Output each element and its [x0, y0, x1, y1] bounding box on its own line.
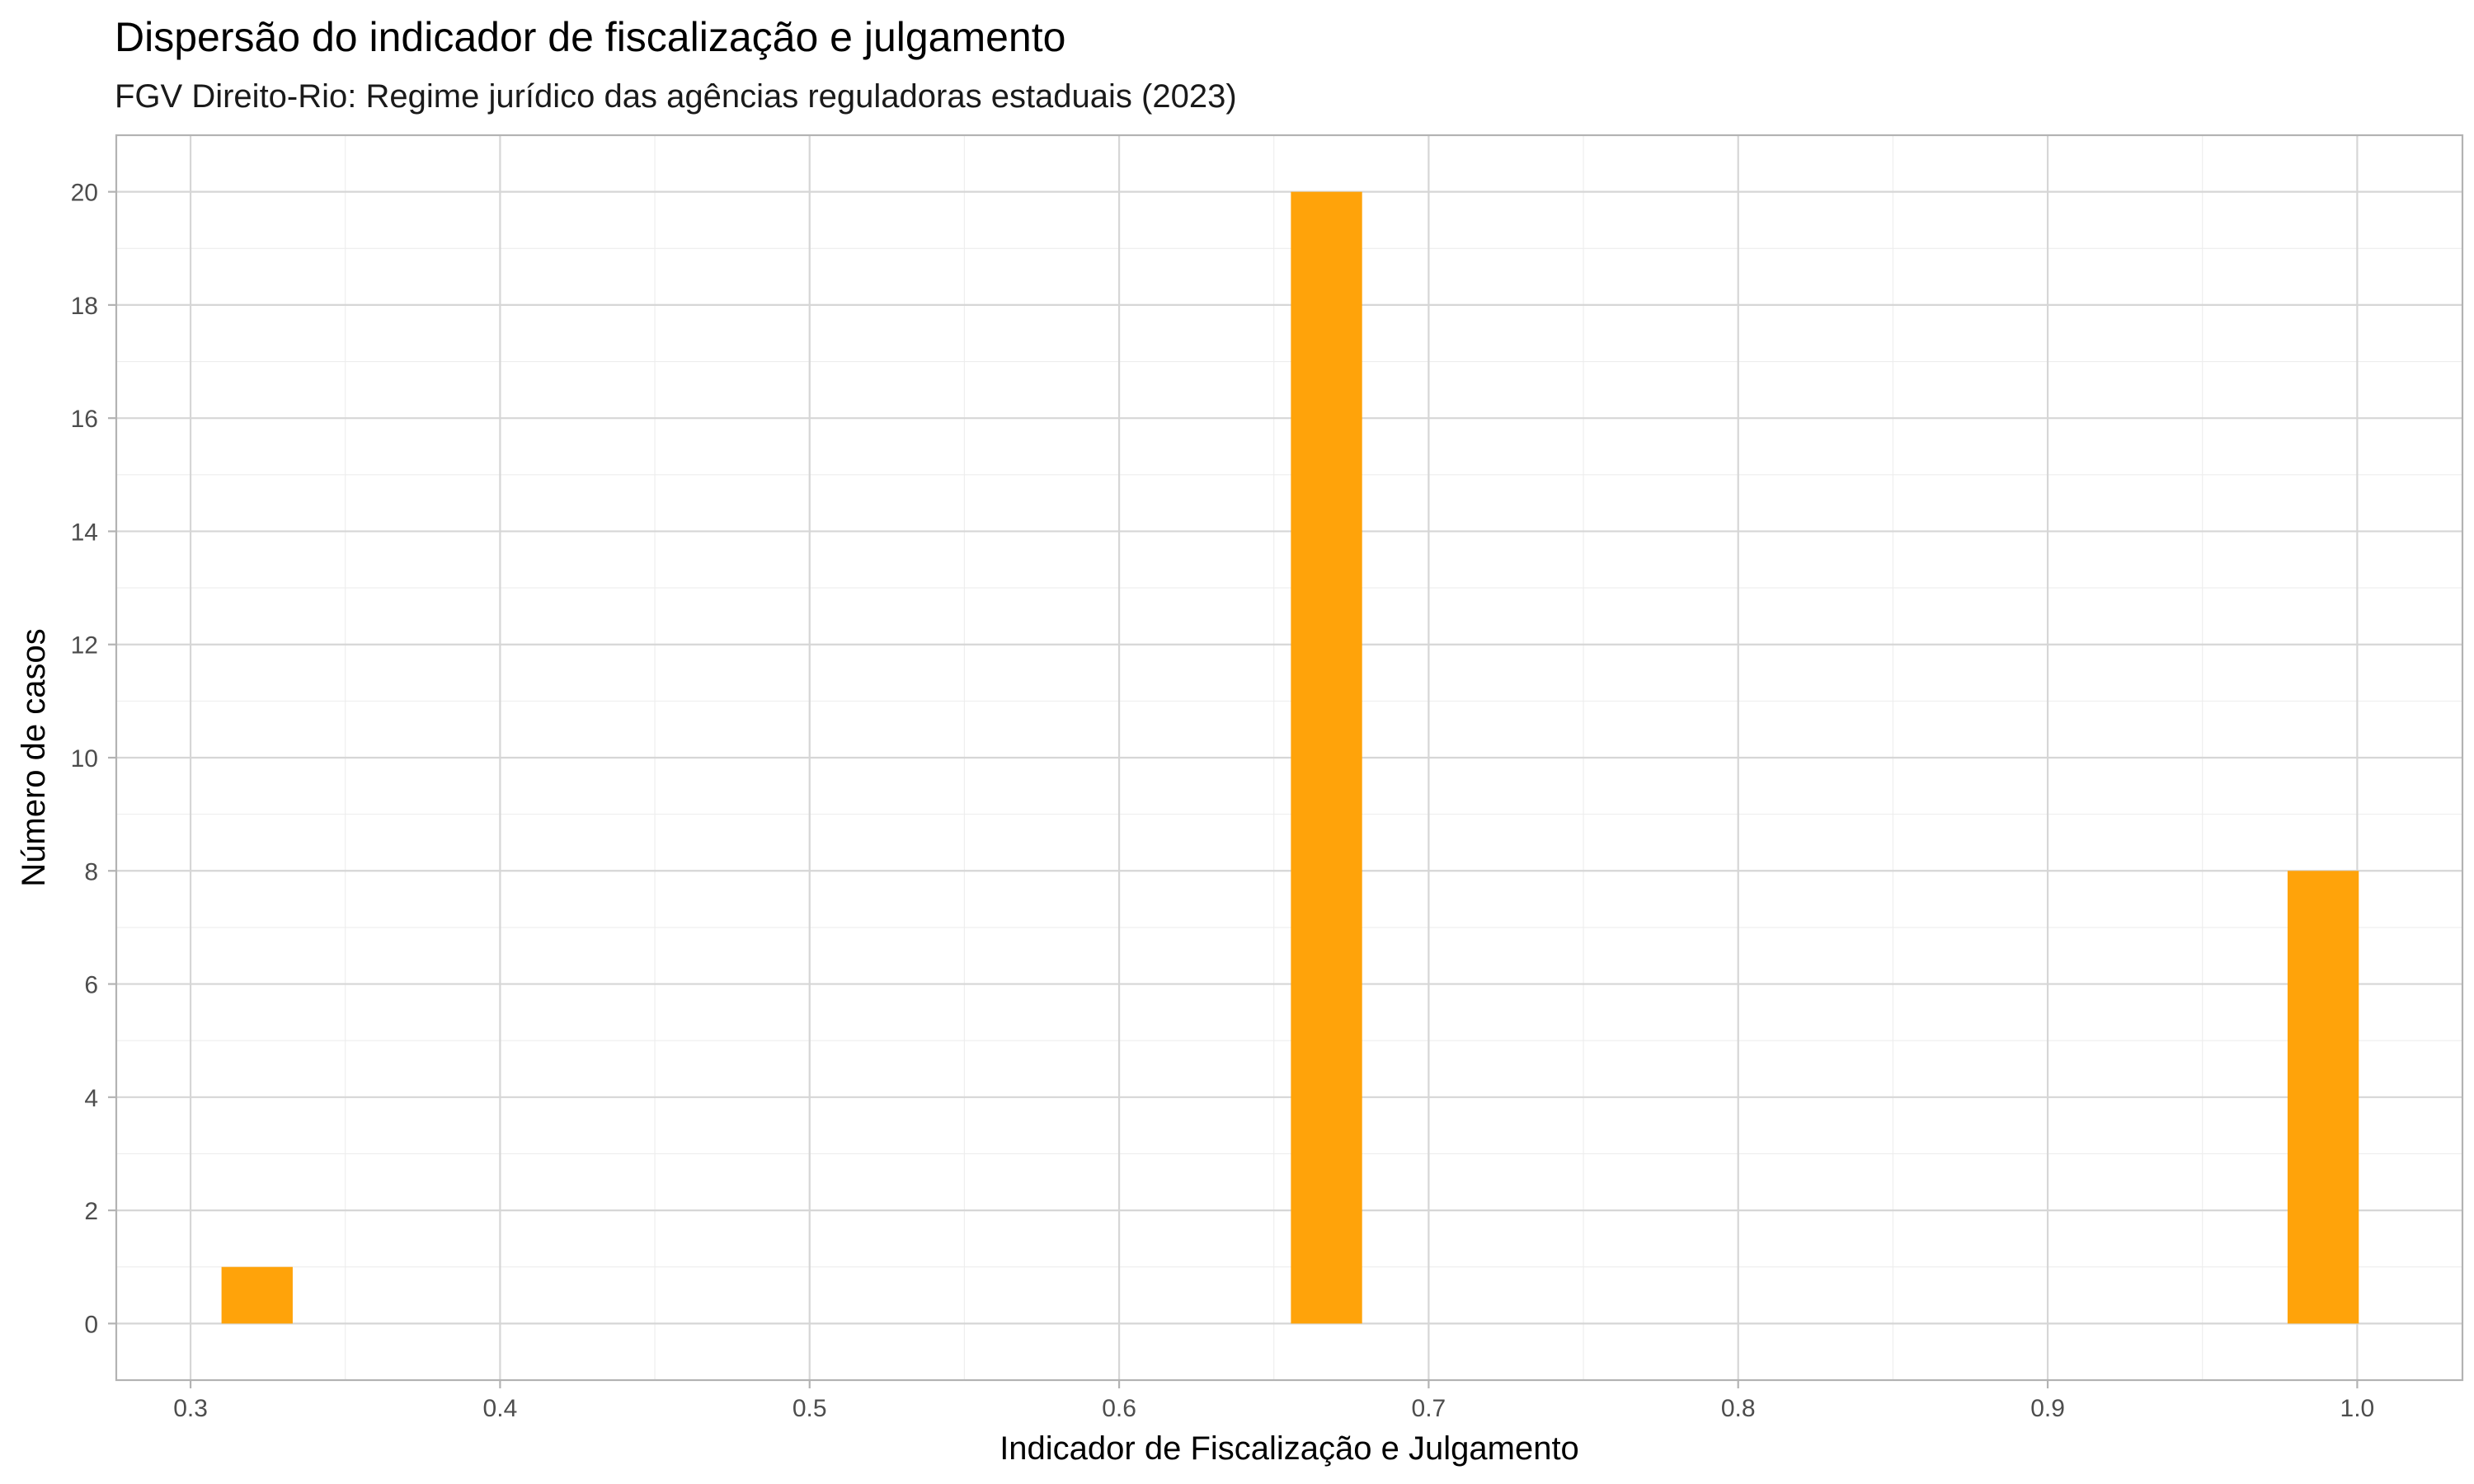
x-tick-label: 0.9 [2030, 1395, 2065, 1422]
histogram-bar [1291, 191, 1362, 1324]
y-tick-label: 0 [84, 1311, 98, 1338]
histogram-bar [2287, 871, 2359, 1324]
y-tick-label: 16 [71, 406, 98, 433]
x-tick-label: 0.4 [483, 1395, 518, 1422]
bars [221, 191, 2359, 1324]
y-tick-label: 18 [71, 293, 98, 320]
x-tick-label: 0.5 [793, 1395, 827, 1422]
chart-title: Dispersão do indicador de fiscalização e… [115, 14, 1065, 60]
y-tick-label: 8 [84, 858, 98, 885]
y-axis-title: Número de casos [16, 628, 52, 886]
x-tick-label: 0.6 [1102, 1395, 1136, 1422]
y-axis: 0 2 4 6 8 10 12 14 16 18 20 [71, 180, 116, 1338]
y-tick-label: 10 [71, 745, 98, 773]
x-tick-label: 0.7 [1412, 1395, 1446, 1422]
y-tick-label: 12 [71, 632, 98, 660]
x-tick-label: 0.3 [173, 1395, 208, 1422]
x-axis-title: Indicador de Fiscalização e Julgamento [999, 1430, 1579, 1467]
grid-lines [116, 135, 2462, 1381]
x-tick-label: 1.0 [2340, 1395, 2375, 1422]
x-tick-label: 0.8 [1721, 1395, 1756, 1422]
y-tick-label: 2 [84, 1198, 98, 1225]
chart-subtitle: FGV Direito-Rio: Regime jurídico das agê… [115, 78, 1237, 115]
x-axis: 0.3 0.4 0.5 0.6 0.7 0.8 0.9 1.0 [173, 1380, 2374, 1422]
y-tick-label: 14 [71, 519, 98, 546]
y-tick-label: 4 [84, 1085, 98, 1112]
y-tick-label: 6 [84, 972, 98, 999]
y-tick-label: 20 [71, 180, 98, 207]
histogram-bar [221, 1266, 293, 1324]
